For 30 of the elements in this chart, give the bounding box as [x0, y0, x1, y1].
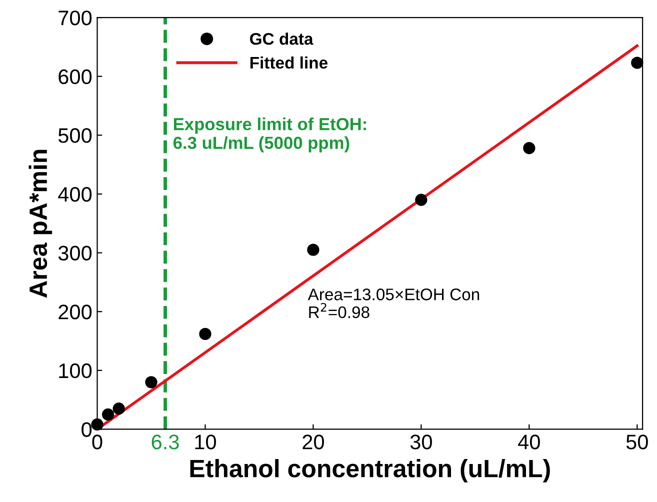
x-tick-label: 40: [518, 434, 540, 450]
y-tick-label: 200: [58, 304, 92, 320]
x-tick-label: 50: [626, 434, 648, 450]
y-tick-label: 300: [58, 246, 92, 261]
y-tick-label: 100: [59, 363, 92, 378]
y-axis-title: Area pA*min: [28, 150, 52, 298]
x-tick-label: 6.3: [152, 434, 179, 450]
ref-line-label: Exposure limit of EtOH: 6.3 uL/mL (5000 ppm): [173, 118, 366, 152]
point: [631, 56, 644, 69]
y-tick-label: 400: [58, 186, 92, 202]
point: [145, 376, 158, 388]
point: [91, 418, 104, 431]
point: [523, 142, 536, 154]
x-tick-label: 10: [195, 434, 216, 450]
legend-label: GC data: [250, 32, 314, 45]
y-tick-label: 500: [58, 128, 92, 143]
point: [307, 244, 320, 256]
x-tick-label: 30: [410, 434, 432, 450]
y-tick-label: 0: [82, 422, 92, 437]
point: [102, 408, 114, 421]
point: [415, 194, 428, 206]
x-tick-label: 20: [302, 434, 324, 450]
x-tick-label: 0: [92, 434, 102, 450]
point: [112, 402, 125, 415]
y-tick-label: 600: [58, 69, 92, 84]
legend-label: Fitted line: [250, 56, 328, 69]
annotation: Area=13.05×EtOH Con R$^{2}$=0.98: [308, 288, 480, 318]
y-tick-label: 700: [58, 10, 92, 26]
point: [199, 328, 212, 340]
x-axis-title: Ethanol concentration (uL/mL): [190, 459, 550, 482]
